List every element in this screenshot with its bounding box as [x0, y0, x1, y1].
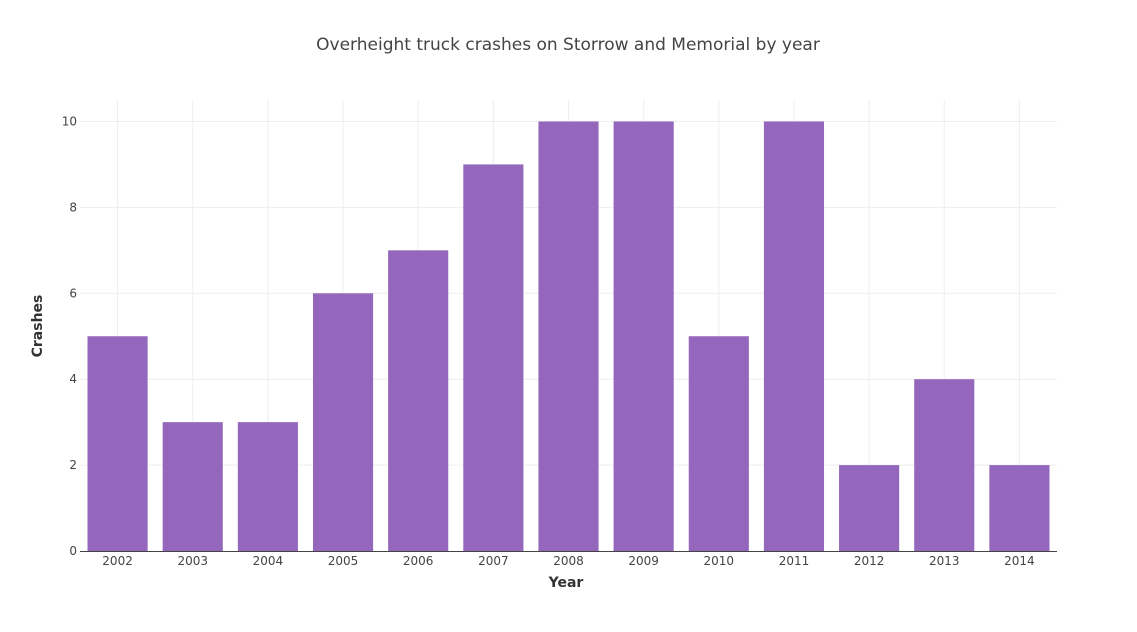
x-tick-label: 2013 — [929, 554, 960, 568]
bar-2005[interactable] — [312, 293, 374, 551]
bar-2003[interactable] — [162, 422, 223, 551]
y-tick-label: 2 — [69, 458, 77, 472]
x-tick-label: 2008 — [553, 554, 584, 568]
bar-2002[interactable] — [87, 336, 148, 551]
x-tick-label: 2009 — [628, 554, 659, 568]
bar-layer — [87, 121, 1050, 552]
x-tick-label: 2005 — [328, 554, 359, 568]
bar-2006[interactable] — [388, 250, 449, 552]
bar-2004[interactable] — [237, 422, 298, 551]
bar-2011[interactable] — [763, 121, 825, 551]
bar-2008[interactable] — [538, 121, 599, 551]
x-tick-label: 2002 — [102, 554, 133, 568]
bar-2014[interactable] — [989, 465, 1050, 551]
bar-2013[interactable] — [914, 379, 975, 551]
x-tick-label: 2006 — [403, 554, 434, 568]
y-tick-label: 6 — [69, 286, 77, 300]
bar-2012[interactable] — [839, 465, 900, 551]
y-tick-label: 10 — [62, 114, 77, 128]
y-tick-label: 0 — [69, 544, 77, 558]
bar-2010[interactable] — [688, 336, 749, 551]
x-tick-label: 2014 — [1004, 554, 1035, 568]
y-tick-label: 4 — [69, 372, 77, 386]
x-tick-label: 2007 — [478, 554, 509, 568]
y-tick-layer: 0 2 4 6 8 10 — [62, 114, 77, 558]
x-tick-label: 2012 — [854, 554, 885, 568]
x-tick-label: 2011 — [779, 554, 810, 568]
x-tick-label: 2004 — [253, 554, 284, 568]
bar-2009[interactable] — [613, 121, 674, 551]
x-tick-layer: 2002 2003 2004 2005 2006 2007 2008 2009 2010 2011… — [102, 554, 1034, 568]
y-tick-label: 8 — [69, 200, 77, 214]
x-tick-label: 2010 — [704, 554, 735, 568]
x-axis-title: Year — [548, 575, 584, 591]
y-axis-title: Crashes — [30, 295, 46, 358]
x-tick-label: 2003 — [177, 554, 208, 568]
chart-title: Overheight truck crashes on Storrow and … — [316, 35, 820, 55]
bar-2007[interactable] — [463, 164, 524, 551]
